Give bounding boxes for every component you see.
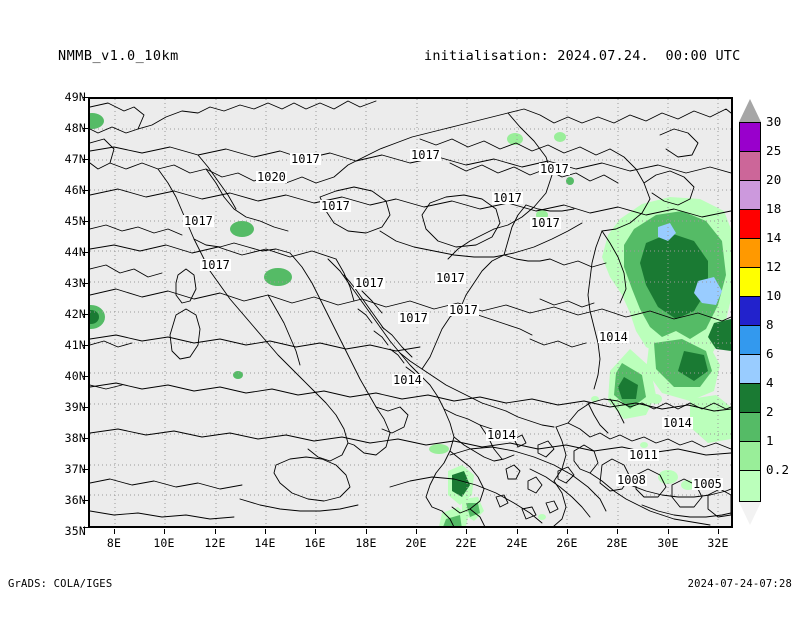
isobar-label: 1017 <box>290 152 321 166</box>
y-tick-label: 44N <box>64 245 86 259</box>
x-tick-label: 14E <box>254 536 276 550</box>
colorbar-segment-12 <box>739 267 761 296</box>
grads-credit-label: GrADS: COLA/IGES <box>8 578 113 590</box>
colorbar-segment-18 <box>739 209 761 238</box>
colorbar-segment-25 <box>739 151 761 180</box>
y-tick-label: 35N <box>64 524 86 538</box>
isobar-label: 1014 <box>486 428 517 442</box>
colorbar-tick-label: 6 <box>766 346 774 361</box>
render-timestamp-label: 2024-07-24-07:28 <box>687 578 792 590</box>
x-tick-label: 26E <box>556 536 578 550</box>
y-tick-label: 40N <box>64 369 86 383</box>
isobar-label: 1017 <box>435 271 466 285</box>
colorbar-tick-label: 1 <box>766 433 774 448</box>
colorbar-tick-label: 2 <box>766 404 774 419</box>
x-tick-label: 12E <box>204 536 226 550</box>
y-tick-label: 37N <box>64 462 86 476</box>
isobar-label: 1017 <box>492 191 523 205</box>
colorbar-segment-6 <box>739 354 761 383</box>
colorbar-segment-0.2 <box>739 470 761 502</box>
isobar-label: 1011 <box>628 448 659 462</box>
x-tick-label: 24E <box>506 536 528 550</box>
x-tick-label: 8E <box>106 536 122 550</box>
y-tick-label: 38N <box>64 431 86 445</box>
isobar-label: 1017 <box>410 148 441 162</box>
colorbar-tick-label: 8 <box>766 317 774 332</box>
colorbar-tick-label: 10 <box>766 288 782 303</box>
x-tick-label: 22E <box>455 536 477 550</box>
model-name-label: NMMB_v1.0_10km <box>58 48 179 64</box>
y-tick-label: 36N <box>64 493 86 507</box>
y-tick-label: 42N <box>64 307 86 321</box>
x-tick-label: 10E <box>153 536 175 550</box>
colorbar-segment-20 <box>739 180 761 209</box>
chart-header: NMMB_v1.0_10km 1-h Acc.Prec.[kg/m2] init… <box>0 0 800 124</box>
colorbar-tick-label: 18 <box>766 201 782 216</box>
isobar-label: 1017 <box>398 311 429 325</box>
isobar-label: 1017 <box>539 162 570 176</box>
colorbar-tick-label: 12 <box>766 259 782 274</box>
colorbar-tick-label: 30 <box>766 114 782 129</box>
colorbar-segment-30 <box>739 122 761 151</box>
y-tick-label: 48N <box>64 121 86 135</box>
y-tick-label: 45N <box>64 214 86 228</box>
x-tick-label: 28E <box>606 536 628 550</box>
colorbar-tick-label: 25 <box>766 143 782 158</box>
isobar-label: 1017 <box>354 276 385 290</box>
colorbar-segment-14 <box>739 238 761 267</box>
colorbar-segment-1 <box>739 441 761 470</box>
isobar-label: 1017 <box>448 303 479 317</box>
colorbar-under-arrow <box>739 502 761 525</box>
x-tick-label: 18E <box>355 536 377 550</box>
x-tick-label: 16E <box>304 536 326 550</box>
initialisation-label: initialisation: 2024.07.24. 00:00 UTC <box>424 48 741 64</box>
isobar-label: 1014 <box>662 416 693 430</box>
y-tick-label: 43N <box>64 276 86 290</box>
colorbar-segment-2 <box>739 412 761 441</box>
colorbar-tick-label: 0.2 <box>766 462 790 477</box>
isobar-label: 1014 <box>392 373 423 387</box>
x-tick-label: 30E <box>657 536 679 550</box>
isobar-label: 1017 <box>183 214 214 228</box>
x-tick-label: 32E <box>707 536 729 550</box>
isobar-label: 1017 <box>200 258 231 272</box>
colorbar-segment-8 <box>739 325 761 354</box>
y-tick-label: 39N <box>64 400 86 414</box>
y-tick-label: 47N <box>64 152 86 166</box>
colorbar-segment-10 <box>739 296 761 325</box>
y-tick-label: 46N <box>64 183 86 197</box>
y-tick-label: 41N <box>64 338 86 352</box>
isobar-label: 1020 <box>256 170 287 184</box>
colorbar-tick-label: 20 <box>766 172 782 187</box>
isobar-label: 1014 <box>598 330 629 344</box>
isobar-label: 1017 <box>320 199 351 213</box>
colorbar-over-arrow <box>739 99 761 122</box>
isobar-label: 1005 <box>692 477 723 491</box>
y-tick-label: 49N <box>64 90 86 104</box>
isobar-label: 1008 <box>616 473 647 487</box>
colorbar-tick-label: 4 <box>766 375 774 390</box>
colorbar-tick-label: 14 <box>766 230 782 245</box>
colorbar <box>739 122 761 502</box>
isobar-label: 1017 <box>530 216 561 230</box>
x-tick-label: 20E <box>405 536 427 550</box>
colorbar-segment-4 <box>739 383 761 412</box>
map-plot-area: 1017 1020 1017 1017 1017 1017 1017 1017 … <box>88 97 733 528</box>
